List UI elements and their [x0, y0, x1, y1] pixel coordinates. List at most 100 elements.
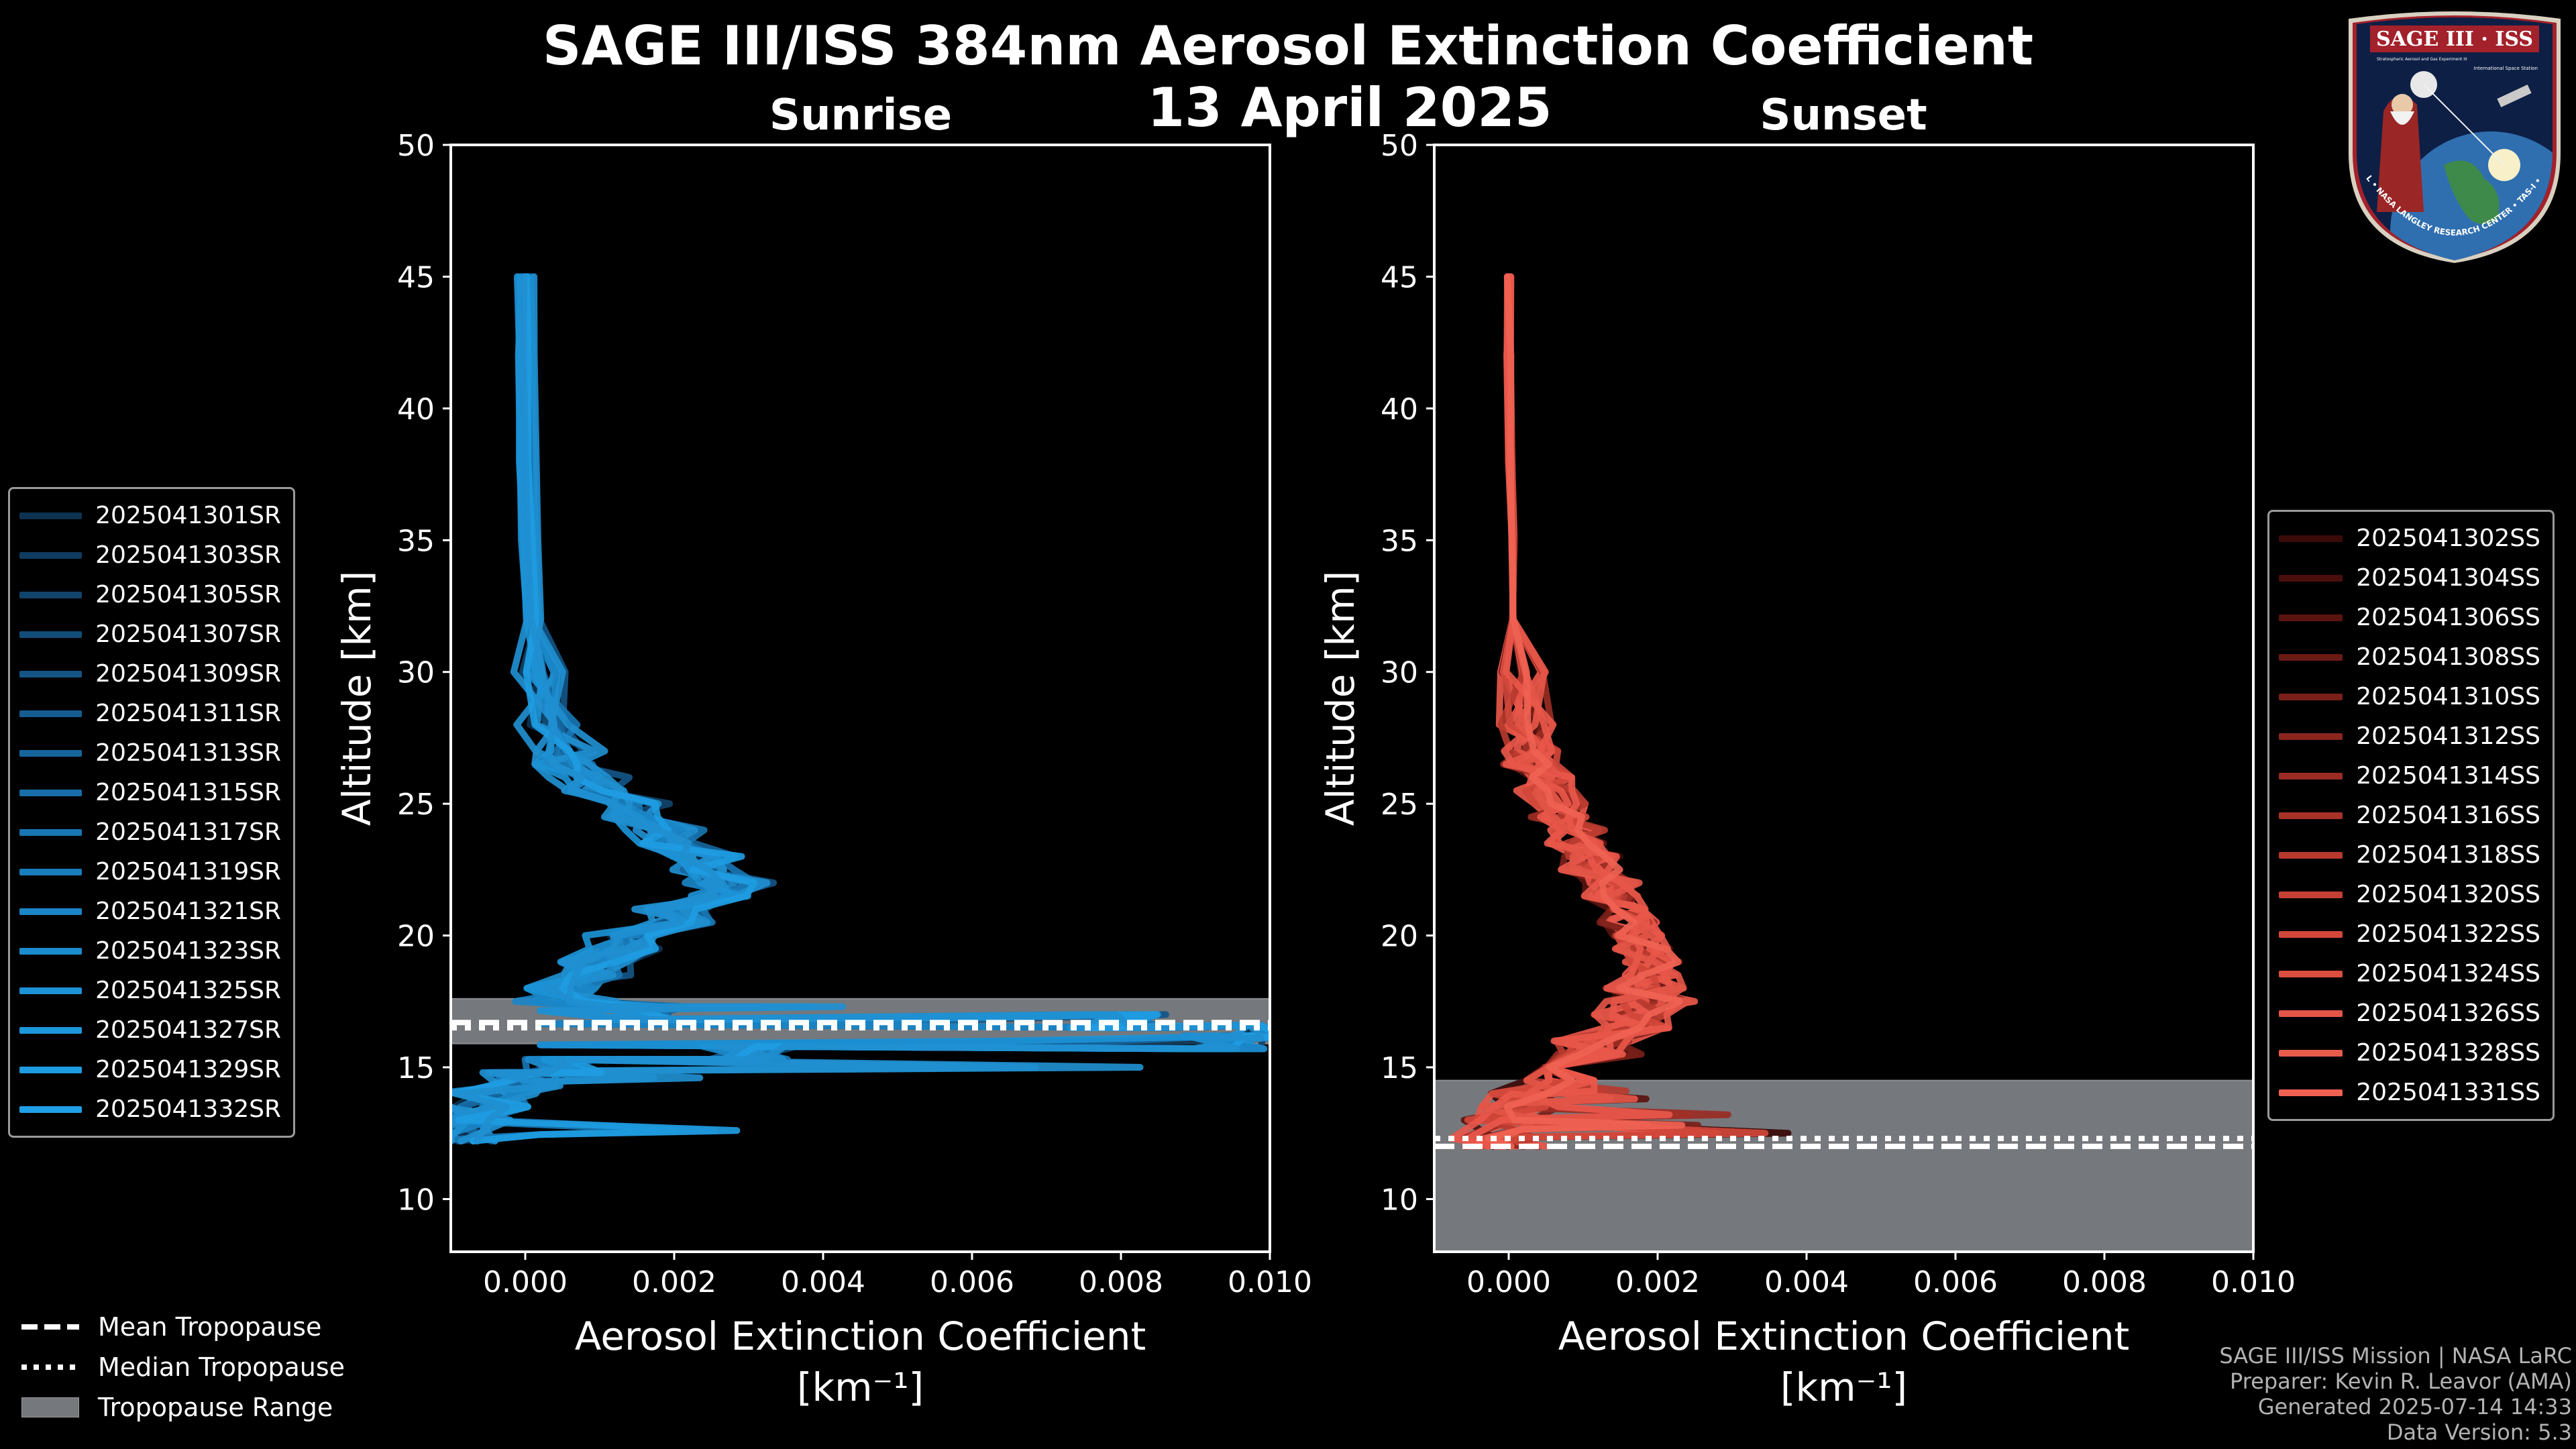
legend-entry: 2025041302SS — [2279, 519, 2540, 558]
legend-label: 2025041309SR — [95, 660, 281, 688]
x-tick-label: 0.010 — [1228, 1265, 1312, 1299]
legend-entry: 2025041306SS — [2279, 598, 2540, 637]
legend-entry: 2025041329SR — [19, 1050, 281, 1089]
sunset-panel: Sunset 10 15 20 25 30 35 40 45 50 0.000 0.002 0.004 0… — [1318, 91, 2296, 1410]
legend-label: 2025041304SS — [2356, 564, 2540, 592]
legend-entry: 2025041320SS — [2279, 875, 2540, 914]
median-tropopause-label: Median Tropopause — [98, 1352, 345, 1382]
series-line-2025041332SR — [452, 273, 1265, 1144]
legend-swatch — [19, 1106, 83, 1113]
legend-label: 2025041318SS — [2356, 841, 2540, 869]
sunset-legend: 2025041302SS 2025041304SS 2025041306SS 2025… — [2267, 510, 2555, 1121]
badge-right-caption: International Space Station — [2474, 66, 2538, 71]
legend-swatch — [19, 1066, 83, 1073]
x-tick-label: 0.010 — [2211, 1265, 2296, 1299]
legend-median-tropopause: Median Tropopause — [21, 1347, 345, 1387]
legend-entry: 2025041316SS — [2279, 796, 2540, 835]
x-tick-label: 0.002 — [1615, 1265, 1700, 1299]
y-tick-label: 45 — [1381, 260, 1418, 294]
legend-swatch — [2279, 812, 2343, 819]
sunset-axes-frame — [1433, 144, 2255, 1253]
legend-label: 2025041321SR — [95, 898, 281, 925]
legend-entry: 2025041323SR — [19, 931, 281, 971]
footer-preparer: Preparer: Kevin R. Leavor (AMA) — [2229, 1368, 2572, 1394]
legend-entry: 2025041307SR — [19, 614, 281, 654]
series-line-2025041331SS — [1485, 273, 1686, 1150]
legend-label: 2025041322SS — [2356, 920, 2540, 948]
legend-entry: 2025041318SS — [2279, 835, 2540, 875]
legend-entry: 2025041313SR — [19, 733, 281, 773]
median-tropopause-sample — [21, 1357, 79, 1377]
sunrise-panel: Sunrise 10 15 20 25 30 35 40 45 50 0.000 0.002 0.004… — [334, 91, 1312, 1410]
sunset-panel-title: Sunset — [1760, 91, 1927, 140]
x-tick-label: 0.000 — [483, 1265, 568, 1299]
legend-label: 2025041311SR — [95, 700, 281, 727]
sunrise-legend: 2025041301SR 2025041303SR 2025041305SR 2025… — [8, 487, 295, 1138]
legend-label: 2025041303SR — [95, 541, 281, 569]
x-tick-label: 0.008 — [2062, 1265, 2147, 1299]
legend-label: 2025041329SR — [95, 1056, 281, 1083]
y-tick-label: 50 — [1381, 129, 1418, 163]
y-tick-label: 30 — [397, 656, 435, 690]
y-tick-label: 35 — [397, 524, 435, 558]
legend-label: 2025041315SR — [95, 779, 281, 806]
sunrise-plot-area — [451, 273, 1270, 1144]
legend-entry: 2025041312SS — [2279, 716, 2540, 756]
footer-version: Data Version: 5.3 — [2386, 1419, 2572, 1445]
legend-swatch — [2279, 970, 2343, 977]
series-line-2025041329SR — [452, 273, 1270, 1144]
legend-swatch — [19, 710, 83, 717]
legend-label: 2025041306SS — [2356, 604, 2540, 631]
legend-swatch — [19, 591, 83, 598]
x-tick-label: 0.008 — [1079, 1265, 1163, 1299]
mean-tropopause-label: Mean Tropopause — [98, 1312, 322, 1342]
legend-entry: 2025041324SS — [2279, 954, 2540, 994]
tropopause-range-sample — [21, 1397, 80, 1418]
legend-entry: 2025041319SR — [19, 852, 281, 892]
legend-swatch — [2279, 733, 2343, 740]
legend-swatch — [19, 789, 83, 796]
legend-swatch — [19, 828, 83, 836]
legend-label: 2025041327SR — [95, 1016, 281, 1044]
legend-label: 2025041316SS — [2356, 802, 2540, 829]
legend-entry: 2025041308SS — [2279, 637, 2540, 677]
sunset-plot-area — [1434, 273, 2253, 1252]
sunrise-x-axis-label: Aerosol Extinction Coefficient — [575, 1313, 1146, 1359]
x-tick-label: 0.004 — [1764, 1265, 1849, 1299]
legend-swatch — [2279, 693, 2343, 700]
legend-swatch — [19, 908, 83, 915]
legend-label: 2025041313SR — [95, 739, 281, 767]
legend-swatch — [2279, 851, 2343, 859]
legend-swatch — [19, 512, 83, 519]
legend-swatch — [2279, 1010, 2343, 1017]
legend-swatch — [19, 749, 83, 757]
legend-label: 2025041302SS — [2356, 525, 2540, 552]
legend-entry: 2025041314SS — [2279, 756, 2540, 796]
iss-station-icon — [2497, 85, 2532, 107]
y-tick-label: 30 — [1381, 656, 1418, 690]
legend-label: 2025041332SR — [95, 1095, 281, 1123]
x-tick-label: 0.000 — [1466, 1265, 1551, 1299]
legend-swatch — [19, 868, 83, 875]
legend-tropopause-range: Tropopause Range — [21, 1387, 345, 1428]
legend-swatch — [2279, 891, 2343, 898]
legend-entry: 2025041331SS — [2279, 1073, 2540, 1112]
legend-swatch — [2279, 930, 2343, 938]
legend-label: 2025041301SR — [95, 502, 281, 529]
sunset-y-axis-label: Altitude [km] — [1318, 571, 1363, 826]
badge-title: SAGE III · ISS — [2376, 28, 2533, 51]
tropopause-legend: Mean Tropopause Median Tropopause Tropop… — [21, 1307, 345, 1428]
legend-swatch — [19, 1026, 83, 1034]
legend-swatch — [19, 947, 83, 955]
legend-entry: 2025041304SS — [2279, 558, 2540, 598]
legend-swatch — [2279, 653, 2343, 661]
legend-label: 2025041319SR — [95, 858, 281, 885]
y-tick-label: 20 — [1381, 920, 1418, 954]
y-tick-label: 25 — [1381, 788, 1418, 822]
y-tick-label: 40 — [397, 392, 435, 427]
legend-entry: 2025041311SR — [19, 694, 281, 733]
legend-entry: 2025041301SR — [19, 496, 281, 535]
y-tick-label: 25 — [397, 788, 435, 822]
y-tick-label: 15 — [1381, 1051, 1418, 1085]
